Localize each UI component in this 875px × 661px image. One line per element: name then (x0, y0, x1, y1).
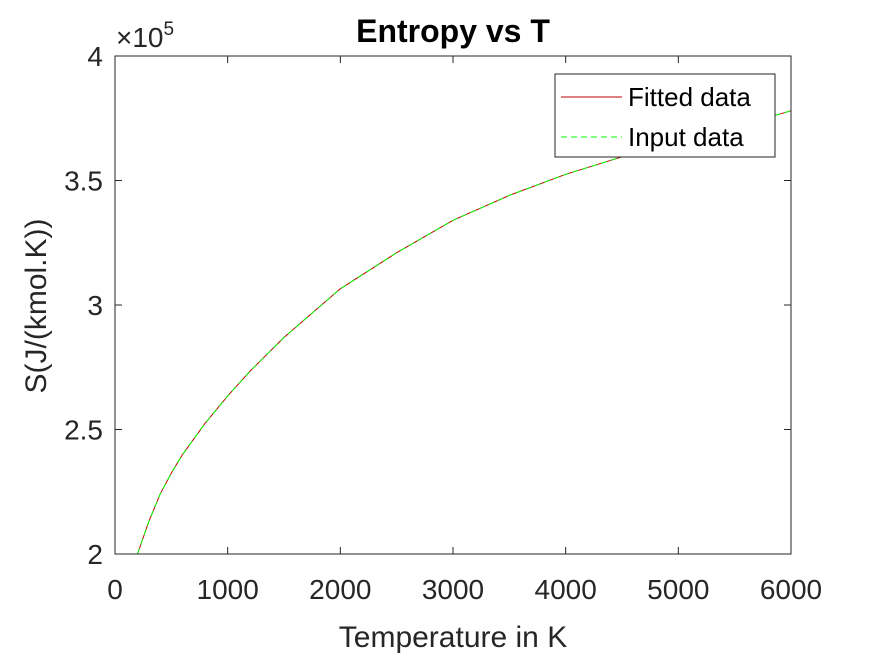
y-tick-label: 2 (87, 539, 103, 570)
y-exponent-multiplier: ×10 (116, 22, 164, 53)
y-tick-label: 3.5 (64, 166, 103, 197)
y-tick-label: 2.5 (64, 415, 103, 446)
y-tick-label: 3 (87, 290, 103, 321)
x-tick-label: 3000 (422, 574, 484, 605)
legend: Fitted data Input data (554, 73, 776, 158)
legend-box (554, 73, 776, 158)
chart-title: Entropy vs T (356, 13, 550, 49)
y-axis-label: S(J/(kmol.K)) (20, 219, 53, 394)
x-tick-label: 1000 (197, 574, 259, 605)
legend-label-input-data: Input data (628, 122, 744, 152)
x-axis-label: Temperature in K (339, 621, 567, 654)
x-tick-label: 4000 (535, 574, 597, 605)
axes-layer: 0 1000 2000 3000 4000 5000 6000 2 2.5 3 3.5 4 (64, 41, 822, 605)
y-exponent-power: 5 (164, 19, 175, 40)
legend-label-fitted-data: Fitted data (628, 82, 751, 112)
x-tick-label: 5000 (647, 574, 709, 605)
x-tick-label: 6000 (760, 574, 822, 605)
x-tick-label: 0 (107, 574, 123, 605)
y-tick-label: 4 (87, 41, 103, 72)
y-axis-exponent-label: ×105 (116, 19, 174, 53)
x-tick-label: 2000 (309, 574, 371, 605)
